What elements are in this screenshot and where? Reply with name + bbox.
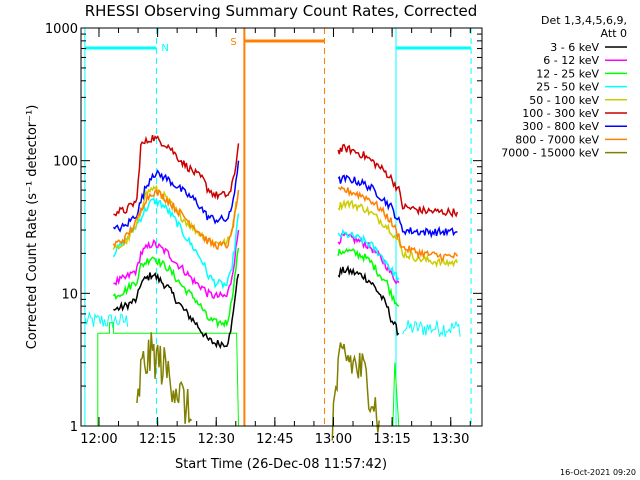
x-tick-label: 13:00	[315, 432, 352, 447]
series-line-1-0	[113, 229, 240, 300]
series-line-8-0	[136, 332, 193, 424]
x-tick-label: 13:30	[432, 432, 469, 447]
y-axis-label: Corrected Count Rate (s⁻¹ detector⁻¹)	[25, 105, 40, 350]
legend-label: 6 - 12 keV	[543, 54, 599, 67]
y-tick-label: 1	[70, 420, 78, 435]
legend-header: Att 0	[601, 27, 627, 40]
series-line-7-1	[338, 185, 459, 262]
series-line-8-1	[331, 342, 380, 441]
x-axis: 12:00 12:15 12:30 12:45 13:00 13:15 13:30	[80, 28, 471, 447]
legend-label: 12 - 25 keV	[536, 67, 599, 80]
footer-timestamp: 16-Oct-2021 09:20	[560, 468, 636, 477]
x-axis-label: Start Time (26-Dec-08 11:57:42)	[175, 457, 387, 472]
x-tick-label: 13:15	[373, 432, 410, 447]
legend-header: Det 1,3,4,5,6,9,	[541, 14, 627, 27]
x-tick-label: 12:45	[256, 432, 293, 447]
x-tick-label: 12:30	[197, 432, 234, 447]
chart-title: RHESSI Observing Summary Count Rates, Co…	[85, 2, 478, 20]
x-tick-label: 12:00	[80, 432, 117, 447]
series-line-3-1	[337, 228, 400, 282]
attenuator-trace-0	[97, 322, 239, 427]
series-line-0-1	[337, 264, 400, 336]
series-line-5-0	[113, 134, 240, 217]
y-tick-label: 10	[61, 287, 78, 302]
series-line-4-0	[112, 184, 240, 250]
legend-label: 7000 - 15000 keV	[501, 147, 599, 160]
legend-label: 25 - 50 keV	[536, 81, 599, 94]
night-annotation: N	[161, 43, 168, 54]
night-step-trace-1	[402, 320, 461, 338]
legend-label: 300 - 800 keV	[522, 120, 599, 133]
legend-label: 800 - 7000 keV	[515, 133, 599, 146]
series-line-6-0	[112, 160, 240, 233]
series-line-5-1	[337, 143, 459, 218]
series-line-6-1	[337, 174, 458, 239]
night-step-trace-0	[84, 310, 129, 329]
legend-label: 50 - 100 keV	[529, 94, 599, 107]
legend-label: 3 - 6 keV	[550, 41, 599, 54]
series-line-2-1	[337, 247, 400, 307]
plot-frame	[80, 27, 483, 427]
series-line-7-0	[112, 189, 240, 251]
saa-annotation: S	[230, 37, 236, 48]
y-tick-label: 1000	[45, 22, 78, 37]
series-line-0-0	[113, 272, 240, 350]
y-axis: 1 10 100 1000	[45, 22, 482, 435]
legend-label: 100 - 300 keV	[522, 107, 599, 120]
series-line-2-0	[112, 247, 240, 329]
y-tick-label: 100	[53, 155, 78, 170]
x-tick-label: 12:15	[139, 432, 176, 447]
